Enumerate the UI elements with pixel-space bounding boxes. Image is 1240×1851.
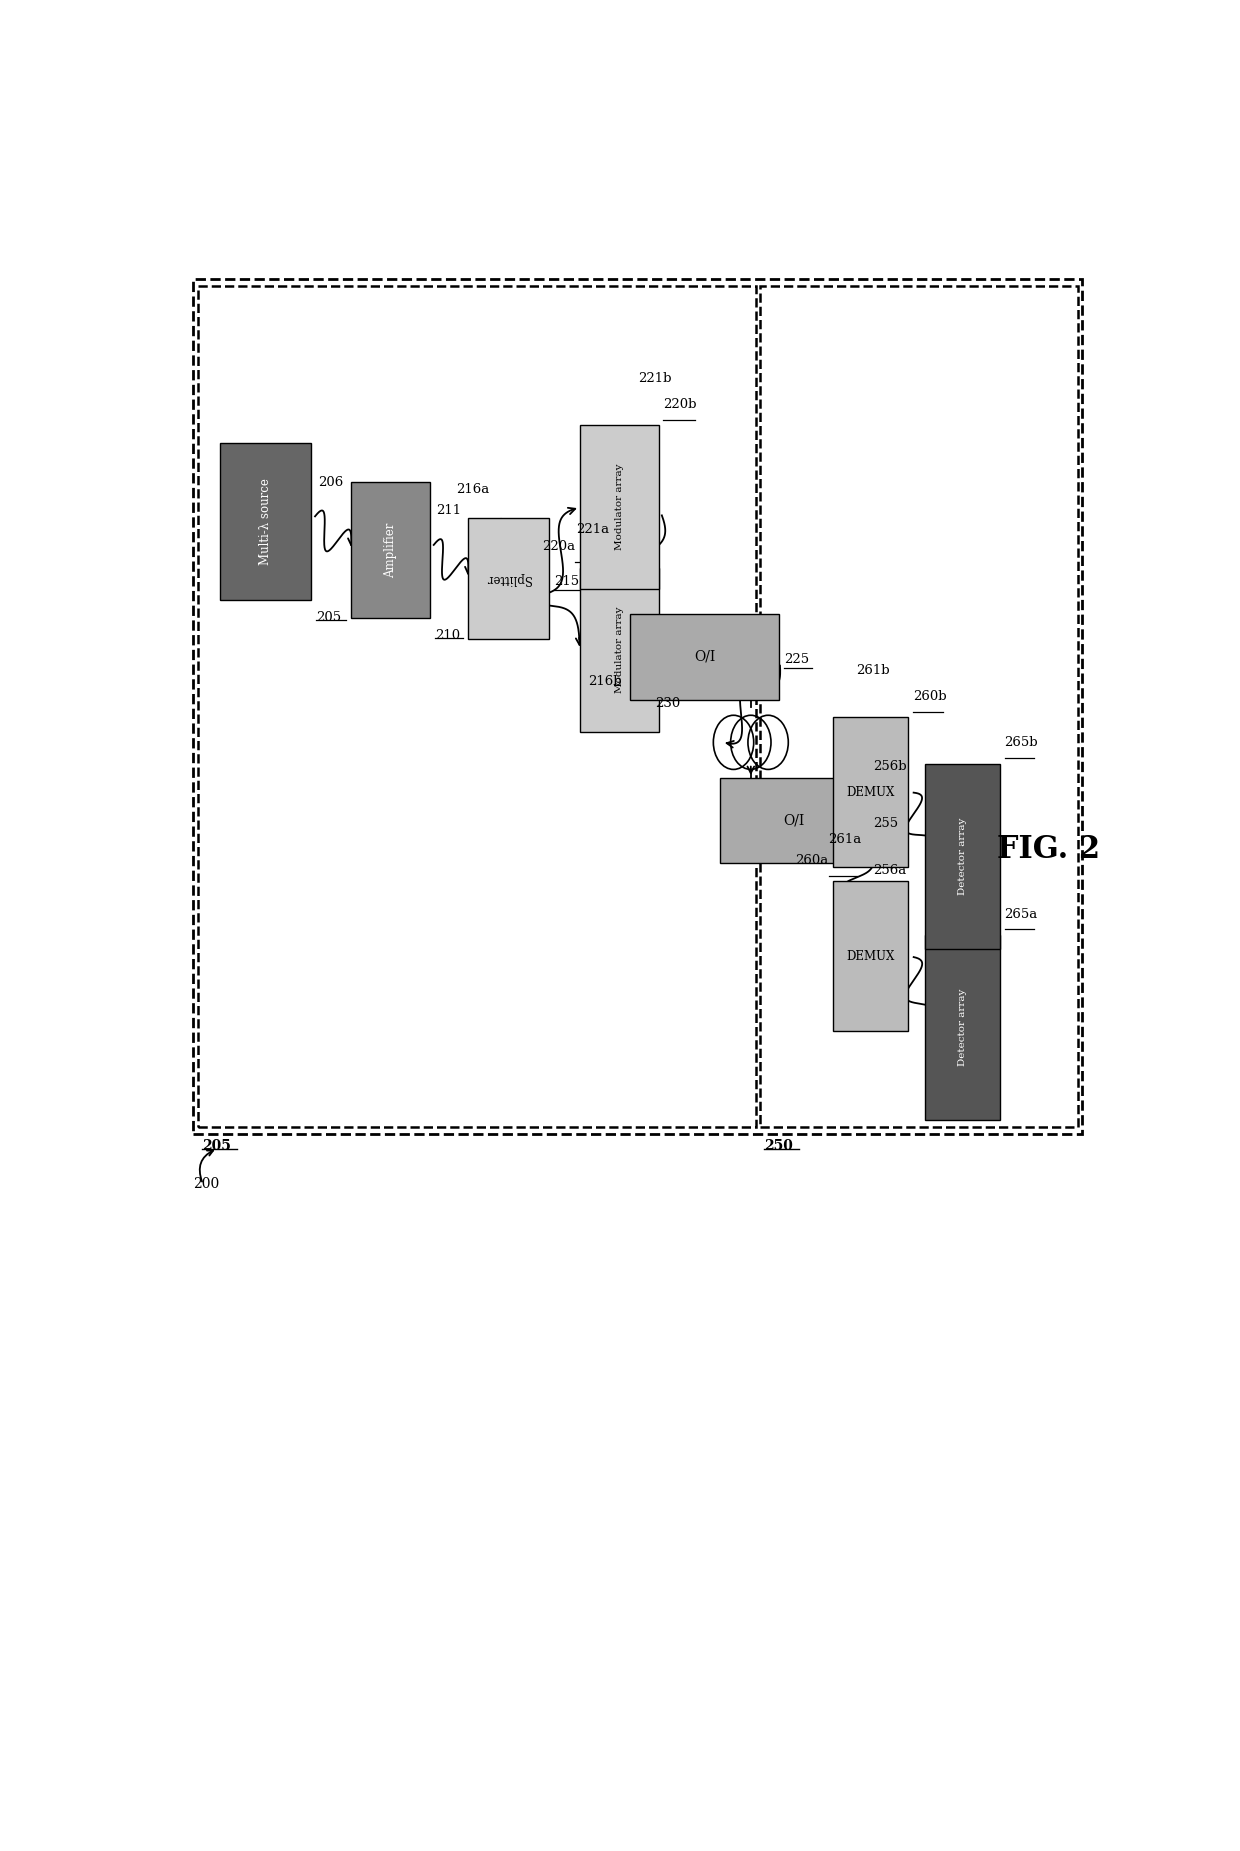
Text: Detector array: Detector array xyxy=(957,818,967,896)
Text: Detector array: Detector array xyxy=(957,988,967,1066)
Text: DEMUX: DEMUX xyxy=(847,785,895,800)
Text: 260a: 260a xyxy=(795,853,828,866)
FancyBboxPatch shape xyxy=(719,777,868,864)
Text: 261b: 261b xyxy=(857,665,890,677)
Text: 220b: 220b xyxy=(663,398,697,411)
Text: 265b: 265b xyxy=(1004,737,1038,750)
Text: 216a: 216a xyxy=(456,483,489,496)
FancyBboxPatch shape xyxy=(219,442,311,600)
Text: 206: 206 xyxy=(319,476,343,489)
Text: 250: 250 xyxy=(764,1138,794,1153)
FancyBboxPatch shape xyxy=(580,568,658,731)
FancyBboxPatch shape xyxy=(925,764,999,950)
FancyBboxPatch shape xyxy=(833,718,909,866)
Text: 230: 230 xyxy=(655,696,680,709)
Text: Modulator array: Modulator array xyxy=(615,465,624,550)
Text: 211: 211 xyxy=(436,503,461,516)
Bar xyxy=(193,280,1083,1135)
FancyBboxPatch shape xyxy=(833,881,909,1031)
FancyBboxPatch shape xyxy=(630,615,779,700)
Text: 200: 200 xyxy=(193,1177,219,1192)
Text: Modulator array: Modulator array xyxy=(615,607,624,692)
Text: Multi-λ source: Multi-λ source xyxy=(259,478,272,565)
Text: O/I: O/I xyxy=(784,814,805,827)
Text: 205: 205 xyxy=(316,611,341,624)
Text: 221a: 221a xyxy=(577,524,610,537)
Text: DEMUX: DEMUX xyxy=(847,950,895,963)
Text: Amplifier: Amplifier xyxy=(384,522,397,578)
Text: 265a: 265a xyxy=(1004,907,1038,920)
FancyBboxPatch shape xyxy=(351,483,430,618)
FancyBboxPatch shape xyxy=(925,935,999,1120)
Text: 256a: 256a xyxy=(873,864,906,877)
Text: 260b: 260b xyxy=(913,690,947,703)
Text: 221b: 221b xyxy=(639,372,672,385)
FancyBboxPatch shape xyxy=(580,426,658,589)
Text: 220a: 220a xyxy=(542,540,575,553)
Text: 215: 215 xyxy=(554,576,579,589)
Text: FIG. 2: FIG. 2 xyxy=(997,833,1100,864)
Text: 256b: 256b xyxy=(873,761,906,774)
FancyBboxPatch shape xyxy=(467,518,549,639)
Text: O/I: O/I xyxy=(694,650,715,665)
Text: 225: 225 xyxy=(784,653,808,666)
Text: 261a: 261a xyxy=(828,833,862,846)
Text: 205: 205 xyxy=(202,1138,231,1153)
Text: 255: 255 xyxy=(873,816,899,829)
Text: 210: 210 xyxy=(435,629,460,642)
Bar xyxy=(198,287,755,1127)
Text: Splitter: Splitter xyxy=(486,572,531,585)
Bar xyxy=(760,287,1078,1127)
Text: 216b: 216b xyxy=(588,676,621,689)
